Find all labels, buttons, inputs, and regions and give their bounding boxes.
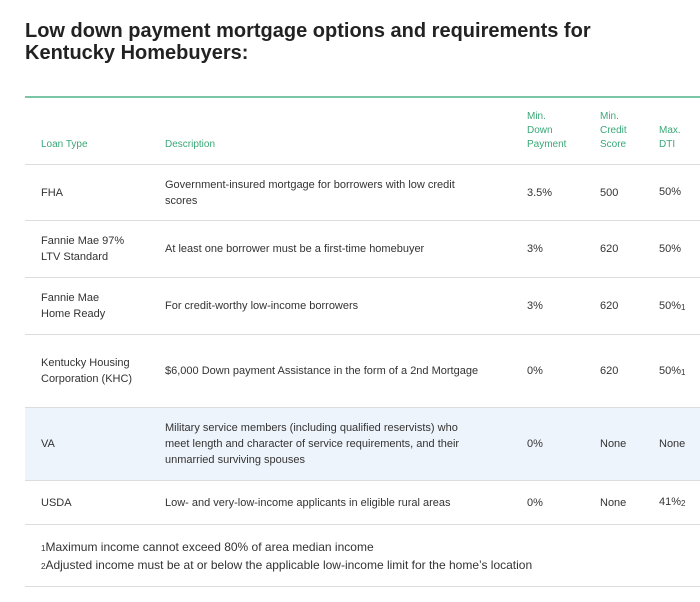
loan-type-cell: USDA bbox=[25, 480, 165, 525]
credit-score-cell: 620 bbox=[600, 220, 659, 278]
dti-cell: 41%2 bbox=[659, 480, 700, 525]
description-cell: $6,000 Down payment Assistance in the fo… bbox=[165, 334, 527, 408]
loan-type-cell: Fannie Mae Home Ready bbox=[25, 277, 165, 335]
description-cell: Government-insured mortgage for borrower… bbox=[165, 164, 527, 221]
loan-type-cell: Kentucky Housing Corporation (KHC) bbox=[25, 334, 165, 408]
down-payment-cell: 3.5% bbox=[527, 164, 600, 221]
description-cell: Military service members (including qual… bbox=[165, 407, 527, 481]
description-cell: At least one borrower must be a first-ti… bbox=[165, 220, 527, 278]
header-loan-type: Loan Type bbox=[25, 98, 165, 165]
credit-score-cell: 500 bbox=[600, 164, 659, 221]
loan-type-cell: Fannie Mae 97% LTV Standard bbox=[25, 220, 165, 278]
credit-score-cell: None bbox=[600, 407, 659, 481]
header-max-dti: Max. DTI bbox=[659, 98, 700, 165]
down-payment-cell: 0% bbox=[527, 407, 600, 481]
dti-cell: 50%1 bbox=[659, 334, 700, 408]
description-cell: Low- and very-low-income applicants in e… bbox=[165, 480, 527, 525]
down-payment-cell: 0% bbox=[527, 334, 600, 408]
loan-type-cell: VA bbox=[25, 407, 165, 481]
credit-score-cell: 620 bbox=[600, 277, 659, 335]
table-row: USDA Low- and very-low-income applicants… bbox=[25, 480, 700, 525]
header-description: Description bbox=[165, 98, 527, 165]
dti-cell: None bbox=[659, 407, 700, 481]
description-cell: For credit-worthy low-income borrowers bbox=[165, 277, 527, 335]
dti-cell: 50% bbox=[659, 220, 700, 278]
footnotes: 1Maximum income cannot exceed 80% of are… bbox=[25, 526, 700, 587]
mortgage-options-table: Loan Type Description Min. Down Payment … bbox=[25, 96, 700, 525]
dti-cell: 50%1 bbox=[659, 277, 700, 335]
down-payment-cell: 3% bbox=[527, 220, 600, 278]
footnote: 1Maximum income cannot exceed 80% of are… bbox=[41, 540, 374, 554]
table-row: VA Military service members (including q… bbox=[25, 407, 700, 481]
down-payment-cell: 3% bbox=[527, 277, 600, 335]
table-row: Fannie Mae 97% LTV Standard At least one… bbox=[25, 220, 700, 278]
down-payment-cell: 0% bbox=[527, 480, 600, 525]
loan-type-cell: FHA bbox=[25, 164, 165, 221]
dti-cell: 50% bbox=[659, 164, 700, 221]
header-min-credit-score: Min. Credit Score bbox=[600, 98, 659, 165]
table-header-row: Loan Type Description Min. Down Payment … bbox=[25, 98, 700, 165]
credit-score-cell: None bbox=[600, 480, 659, 525]
table-row: Kentucky Housing Corporation (KHC) $6,00… bbox=[25, 334, 700, 408]
table-row: Fannie Mae Home Ready For credit-worthy … bbox=[25, 277, 700, 335]
header-min-down-payment: Min. Down Payment bbox=[527, 98, 600, 165]
credit-score-cell: 620 bbox=[600, 334, 659, 408]
footnote: 2Adjusted income must be at or below the… bbox=[41, 558, 533, 572]
page-title: Low down payment mortgage options and re… bbox=[25, 20, 591, 64]
table-row: FHA Government-insured mortgage for borr… bbox=[25, 164, 700, 221]
